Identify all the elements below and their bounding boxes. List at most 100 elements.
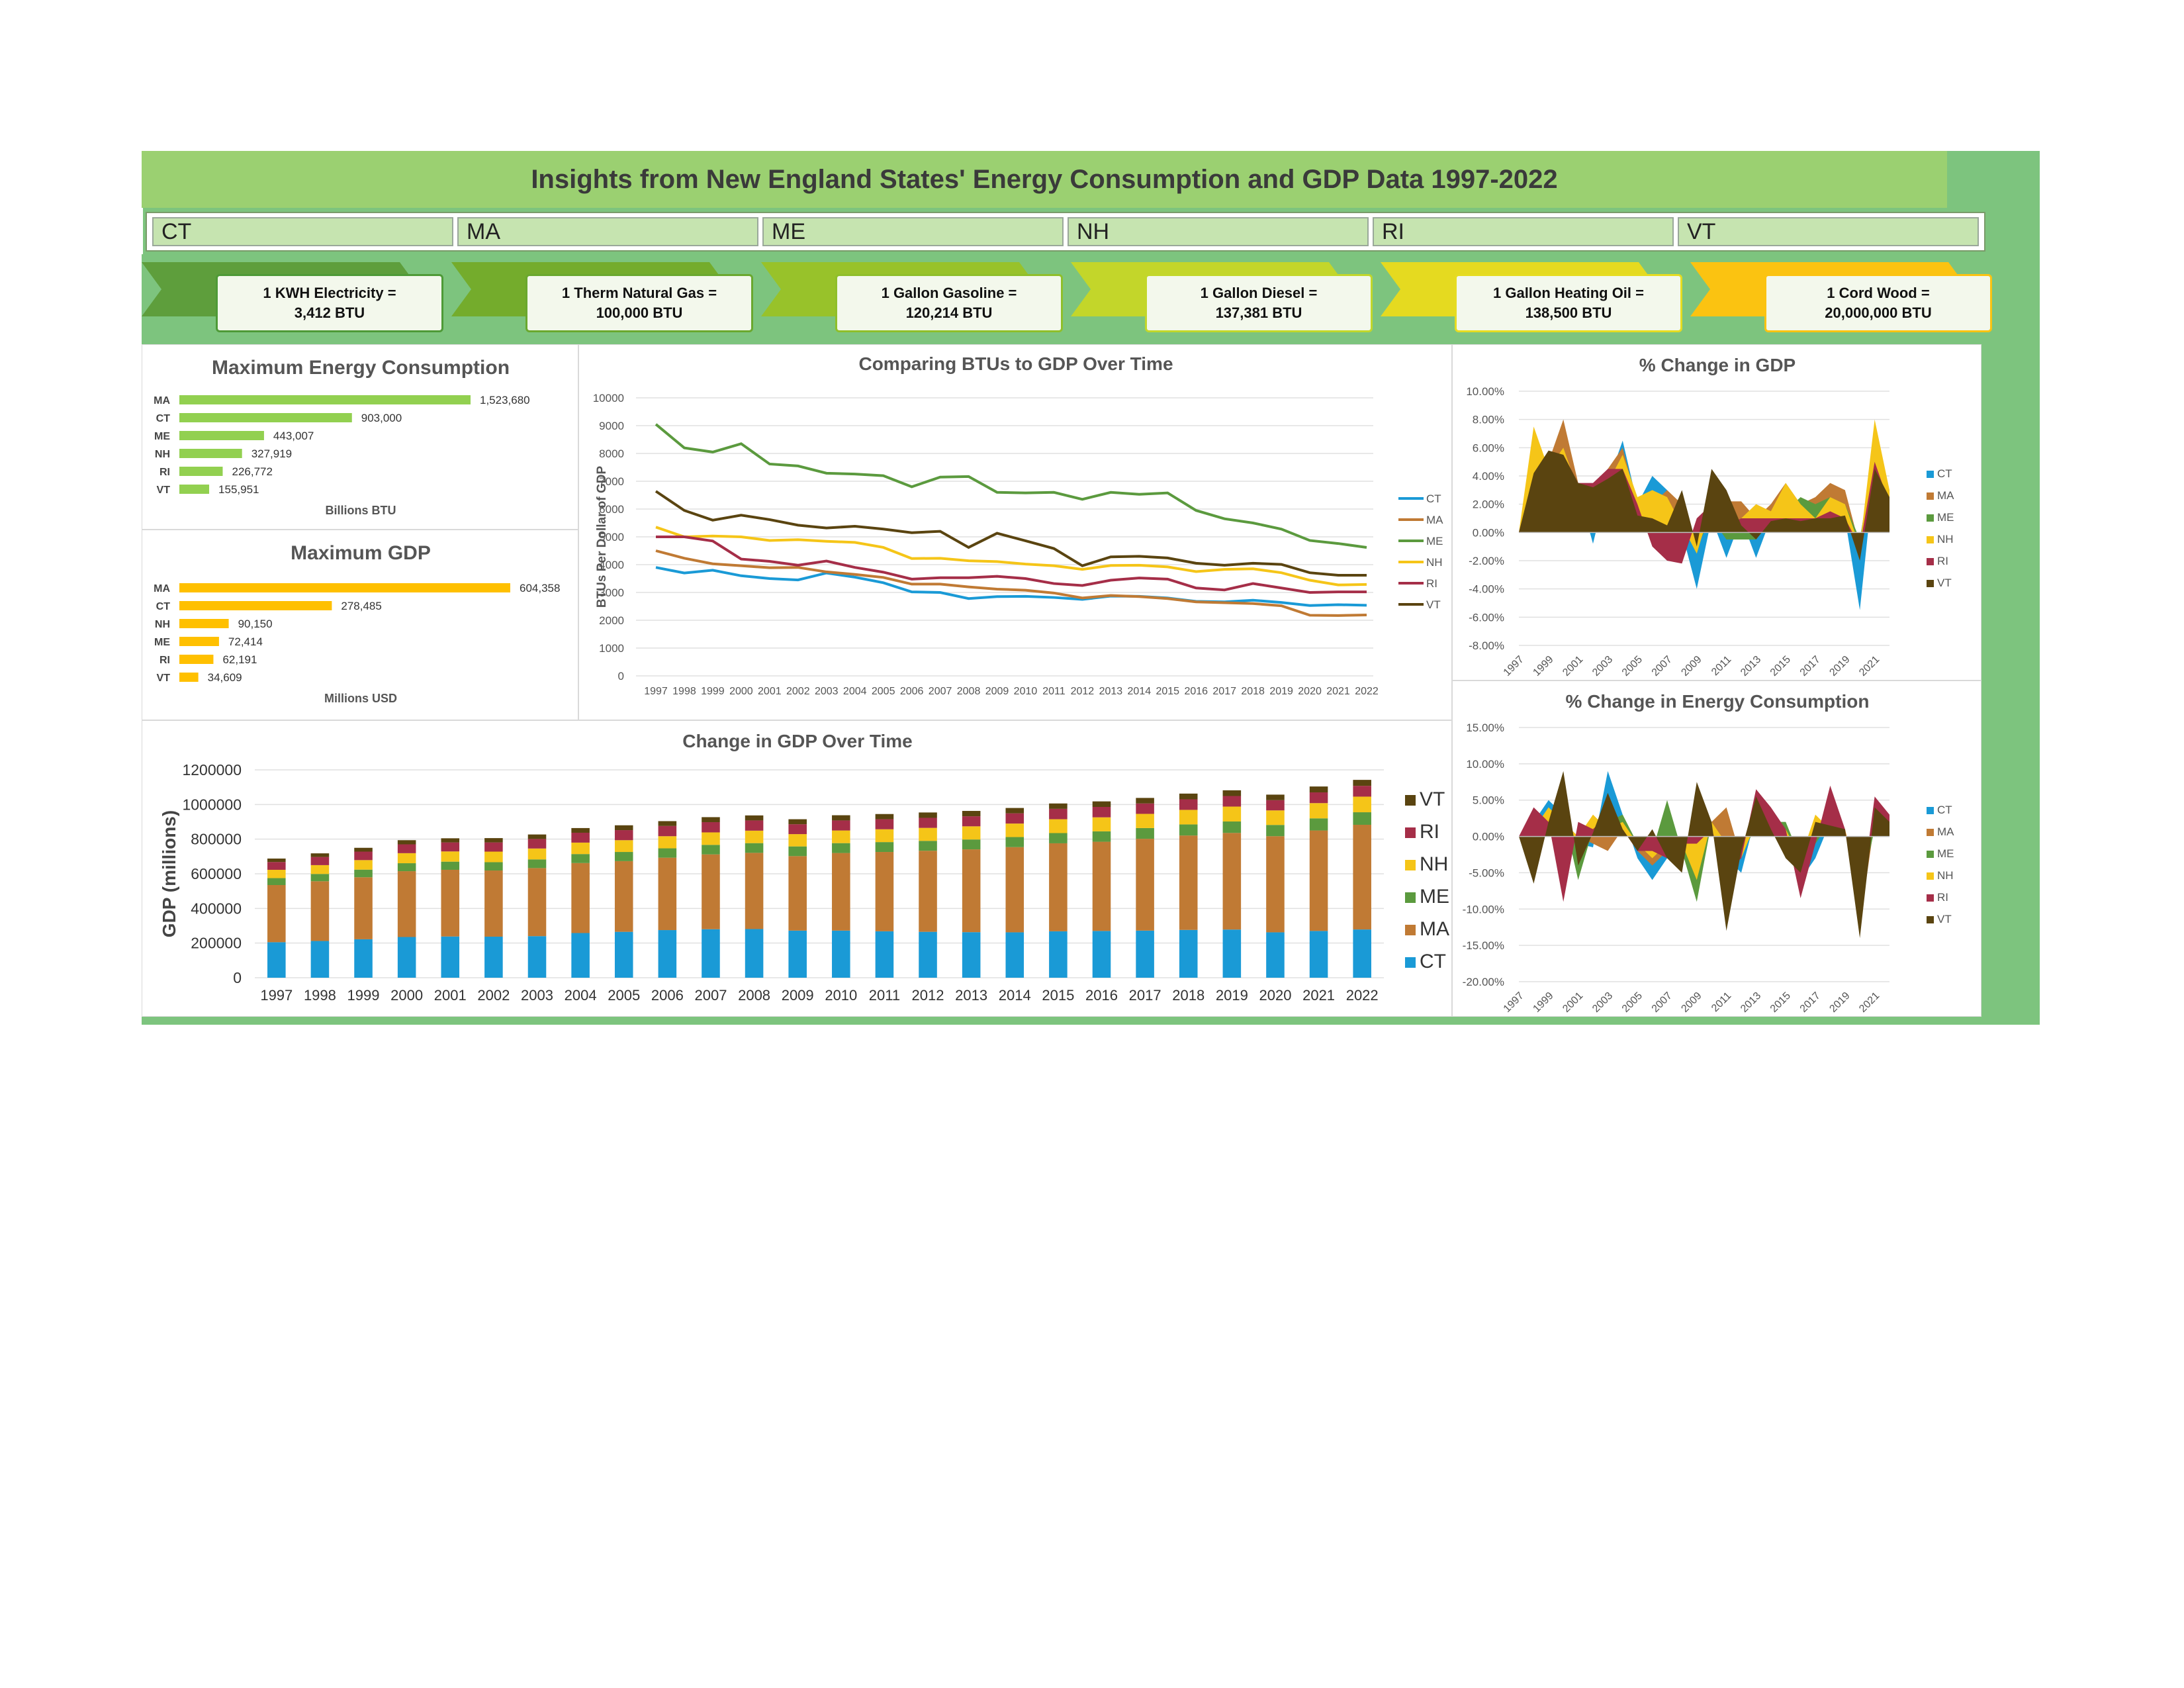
bar	[179, 467, 223, 476]
slicer-ri[interactable]: RI	[1373, 217, 1674, 246]
bar-segment-vt	[788, 819, 807, 825]
bar-segment-vt	[310, 853, 330, 857]
y-tick-label: 2.00%	[1473, 498, 1504, 511]
bar-segment-me	[267, 878, 286, 886]
bar-segment-me	[832, 843, 850, 853]
x-tick-label: 2021	[1326, 686, 1350, 697]
y-tick-label: 10.00%	[1466, 758, 1504, 771]
y-tick-label: 4000	[599, 559, 624, 571]
bottom-border	[142, 1017, 2040, 1025]
bar-segment-ma	[267, 885, 286, 943]
bar	[179, 619, 229, 628]
x-tick-label: 2019	[1827, 654, 1852, 679]
x-tick-label: 2015	[1768, 990, 1793, 1015]
legend-label: RI	[1420, 821, 1439, 843]
bar-segment-ri	[397, 844, 416, 853]
bar-segment-me	[1222, 821, 1242, 833]
bar-segment-ct	[397, 937, 416, 978]
legend-label: MA	[1937, 489, 1954, 502]
bar-segment-nh	[1179, 810, 1198, 825]
bar-segment-vt	[875, 814, 894, 820]
bar-segment-ct	[527, 936, 547, 978]
bar-segment-ct	[441, 936, 460, 978]
bar-segment-nh	[1222, 806, 1242, 821]
chart-title: % Change in GDP	[1639, 355, 1796, 375]
legend-label: VT	[1937, 913, 1952, 925]
legend-swatch	[1927, 807, 1934, 814]
bar-segment-me	[1049, 833, 1068, 843]
x-tick-label: 2012	[912, 987, 944, 1004]
gdp-change-panel: % Change in GDP 10.00% 8.00% 6.00% 4.00% 2.00…	[1452, 344, 1981, 680]
x-tick-label: 1997	[1502, 654, 1526, 679]
bar-segment-vt	[1049, 803, 1068, 809]
bar-segment-ct	[702, 929, 720, 978]
x-tick-label: 1999	[701, 686, 725, 697]
x-tick-label: 2020	[1298, 686, 1322, 697]
bar-segment-vt	[1092, 801, 1111, 807]
bar-segment-vt	[397, 840, 416, 845]
x-tick-label: 2004	[843, 686, 867, 697]
y-tick-label: 8.00%	[1473, 414, 1504, 426]
bar-segment-ma	[1092, 841, 1111, 931]
slicer-nh[interactable]: NH	[1068, 217, 1369, 246]
y-tick-label: 0.00%	[1473, 526, 1504, 539]
bar-segment-nh	[1005, 823, 1024, 837]
slicer-me[interactable]: ME	[762, 217, 1064, 246]
x-tick-label: 2021	[1857, 654, 1882, 679]
conversion-row: 1 KWH Electricity = 3,412 BTU 1 Therm Natu…	[142, 254, 2040, 344]
data-label: 90,150	[238, 618, 273, 630]
data-label: 327,919	[251, 447, 292, 460]
dashboard-title: Insights from New England States' Energy…	[531, 164, 1558, 194]
slicer-ma[interactable]: MA	[457, 217, 758, 246]
legend-swatch	[1927, 851, 1934, 858]
y-tick-label: 10.00%	[1466, 385, 1504, 398]
bar-segment-ma	[1309, 830, 1328, 931]
bar-segment-vt	[962, 811, 981, 817]
bar-segment-ri	[1222, 796, 1242, 807]
bar-segment-me	[527, 859, 547, 868]
x-tick-label: 2019	[1269, 686, 1293, 697]
bar-segment-me	[571, 854, 590, 863]
x-tick-label: 2004	[565, 987, 597, 1004]
bar-segment-ri	[1049, 808, 1068, 820]
max-gdp-panel: Maximum GDP MA 604,358 CT 278,485 NH 90,150 ME 7…	[142, 530, 578, 720]
y-tick-label: 600000	[191, 865, 242, 882]
bar-segment-ma	[614, 861, 633, 932]
bar	[179, 449, 242, 458]
bar-segment-ma	[1353, 824, 1371, 930]
bar-segment-vt	[745, 815, 764, 821]
x-tick-label: 2013	[1099, 686, 1123, 697]
category-label: ME	[154, 431, 170, 442]
bar-segment-me	[614, 852, 633, 861]
bar-segment-me	[441, 861, 460, 870]
bar-segment-nh	[832, 830, 850, 843]
series-area-vt	[1519, 771, 1889, 939]
category-label: CT	[156, 601, 171, 612]
slicer-vt[interactable]: VT	[1678, 217, 1979, 246]
data-label: 278,485	[341, 600, 381, 612]
max-gdp-chart: Maximum GDP MA 604,358 CT 278,485 NH 90,150 ME 7…	[154, 542, 560, 705]
bar-segment-ri	[702, 822, 720, 833]
bar-segment-ri	[1266, 800, 1285, 811]
max-energy-chart: Maximum Energy Consumption MA 1,523,680 CT 9…	[154, 357, 530, 517]
legend-label: NH	[1937, 869, 1954, 882]
bar-segment-ri	[962, 816, 981, 827]
y-tick-label: 3000	[599, 586, 624, 599]
slicer-ct[interactable]: CT	[152, 217, 453, 246]
bar-segment-ri	[354, 851, 373, 861]
bar-segment-ct	[614, 931, 633, 978]
x-tick-label: 2009	[1679, 654, 1704, 679]
x-tick-label: 2007	[1650, 654, 1674, 679]
btu-gdp-chart: Comparing BTUs to GDP Over Time 0 1000 2000…	[593, 353, 1443, 697]
legend-label: VT	[1426, 598, 1441, 611]
bar-segment-ri	[1353, 786, 1371, 797]
gdp-stack-panel: Change in GDP Over Time 0 200000 400000 6000…	[142, 720, 1452, 1017]
legend-label: ME	[1937, 511, 1954, 524]
series-area-ri	[1519, 785, 1889, 910]
conversion-box: 1 KWH Electricity = 3,412 BTU	[216, 274, 443, 332]
bar-segment-me	[1179, 824, 1198, 836]
legend-label: CT	[1426, 492, 1441, 505]
bar-segment-vt	[571, 827, 590, 833]
bar-segment-ri	[441, 842, 460, 852]
dashboard: Insights from New England States' Energy…	[142, 151, 2040, 1025]
